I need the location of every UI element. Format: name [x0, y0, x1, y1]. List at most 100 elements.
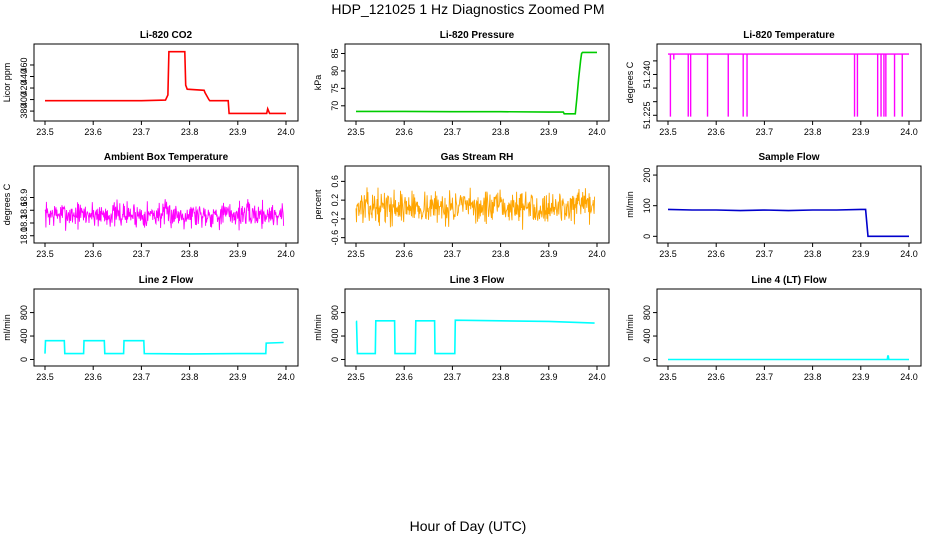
y-tick-label: 400 [19, 329, 29, 344]
series-noise [44, 199, 285, 231]
x-tick-label: 24.0 [588, 127, 606, 137]
y-axis-label: Licor ppm [2, 63, 12, 103]
x-tick-label: 23.6 [395, 249, 413, 259]
panel-title: Line 2 Flow [139, 275, 194, 286]
x-tick-label: 23.7 [444, 127, 462, 137]
y-tick-label: 380 [19, 104, 29, 119]
series-noise [355, 187, 596, 230]
series-line [356, 51, 597, 115]
x-tick-label: 23.6 [84, 372, 102, 382]
y-tick-label: 75 [330, 83, 340, 93]
x-tick-label: 23.9 [540, 127, 558, 137]
y-tick-label: 51.240 [642, 61, 652, 89]
y-tick-label: 18.0 [19, 227, 29, 245]
panel-9: Line 4 (LT) Flow ml/min 23.5 23.6 23.7 23.8 23… [625, 275, 922, 382]
x-tick-label: 23.7 [133, 249, 151, 259]
y-tick-label: 400 [642, 329, 652, 344]
x-tick-label: 23.9 [229, 127, 247, 137]
x-tick-label: 24.0 [588, 372, 606, 382]
y-tick-label: 0.6 [330, 175, 340, 188]
y-axis-label: ml/min [625, 314, 635, 341]
y-tick-label: 51.225 [642, 102, 652, 130]
y-axis-label: ml/min [2, 314, 12, 341]
y-tick-label: 0.2 [330, 194, 340, 207]
x-tick-label: 23.8 [804, 249, 822, 259]
x-tick-label: 23.9 [852, 372, 870, 382]
x-tick-label: 23.8 [492, 127, 510, 137]
panel-title: Li-820 Temperature [743, 30, 835, 41]
x-tick-label: 23.5 [347, 127, 365, 137]
y-axis-label: degrees C [2, 183, 12, 225]
x-tick-label: 23.7 [756, 372, 774, 382]
panel-8: Line 3 Flow ml/min 23.5 23.6 23.7 23.8 23.9 24.… [313, 275, 610, 382]
x-tick-label: 23.6 [84, 127, 102, 137]
x-tick-label: 23.9 [852, 127, 870, 137]
x-tick-label: 23.5 [659, 372, 677, 382]
panel-3: Li-820 Temperature degrees C 23.5 23.6 23.7 2… [625, 30, 922, 137]
y-tick-label: 85 [330, 48, 340, 58]
panel-6: Sample Flow ml/min 23.5 23.6 23.7 23.8 23.9 24.… [625, 152, 922, 259]
series-line [667, 208, 909, 238]
x-tick-label: 23.7 [444, 249, 462, 259]
x-tick-label: 23.8 [492, 372, 510, 382]
figure-title: HDP_121025 1 Hz Diagnostics Zoomed PM [331, 1, 605, 17]
x-tick-label: 24.0 [277, 249, 295, 259]
x-tick-label: 23.9 [229, 372, 247, 382]
x-tick-label: 23.7 [756, 127, 774, 137]
y-axis-label: percent [313, 189, 323, 220]
x-tick-label: 23.5 [659, 127, 677, 137]
x-tick-label: 23.5 [347, 249, 365, 259]
panel-title: Li-820 Pressure [440, 30, 515, 41]
x-tick-label: 23.8 [181, 249, 199, 259]
panel-title: Ambient Box Temperature [104, 152, 229, 163]
x-tick-label: 23.6 [707, 127, 725, 137]
panel-2: Li-820 Pressure kPa 23.5 23.6 23.7 23.8 23.9 24… [313, 30, 610, 137]
x-tick-label: 24.0 [588, 249, 606, 259]
panel-title: Gas Stream RH [441, 152, 514, 163]
panel-title: Line 4 (LT) Flow [751, 275, 827, 286]
plot-frame [344, 43, 610, 122]
y-tick-label: 800 [19, 305, 29, 320]
x-tick-label: 23.8 [804, 127, 822, 137]
plot-frame [344, 288, 610, 367]
x-tick-label: 23.9 [229, 249, 247, 259]
x-tick-label: 23.6 [707, 372, 725, 382]
x-tick-label: 23.6 [395, 372, 413, 382]
y-tick-label: 400 [19, 92, 29, 107]
x-tick-label: 24.0 [900, 372, 918, 382]
plot-frame [656, 165, 922, 244]
y-tick-label: -0.2 [330, 211, 340, 227]
x-tick-label: 23.5 [36, 127, 54, 137]
y-axis-label: kPa [313, 75, 323, 91]
panel-title: Li-820 CO2 [140, 30, 193, 41]
x-tick-label: 23.5 [659, 249, 677, 259]
y-axis-label: ml/min [313, 314, 323, 341]
y-tick-label: 800 [330, 305, 340, 320]
x-tick-label: 23.9 [852, 249, 870, 259]
x-tick-label: 23.5 [36, 372, 54, 382]
x-tick-label: 23.7 [756, 249, 774, 259]
y-tick-label: 0 [330, 357, 340, 362]
series-line [668, 355, 909, 361]
panel-4: Ambient Box Temperature degrees C 23.5 23.6… [2, 152, 299, 259]
x-tick-label: 23.6 [707, 249, 725, 259]
y-tick-label: 200 [642, 168, 652, 183]
series-line [45, 50, 286, 115]
x-tick-label: 24.0 [277, 372, 295, 382]
y-tick-label: 70 [330, 101, 340, 111]
y-tick-label: 420 [19, 81, 29, 96]
y-tick-label: 0 [642, 357, 652, 362]
x-tick-label: 23.7 [133, 372, 151, 382]
x-tick-label: 24.0 [900, 127, 918, 137]
x-tick-label: 23.9 [540, 249, 558, 259]
x-tick-label: 23.7 [444, 372, 462, 382]
panel-5: Gas Stream RH percent 23.5 23.6 23.7 23.8 23.9… [313, 152, 610, 259]
y-axis-label: degrees C [625, 61, 635, 103]
y-tick-label: 800 [642, 305, 652, 320]
y-tick-label: -0.6 [330, 230, 340, 246]
panel-title: Sample Flow [758, 152, 819, 163]
plot-frame [656, 288, 922, 367]
x-tick-label: 23.8 [181, 372, 199, 382]
y-tick-label: 440 [19, 69, 29, 84]
